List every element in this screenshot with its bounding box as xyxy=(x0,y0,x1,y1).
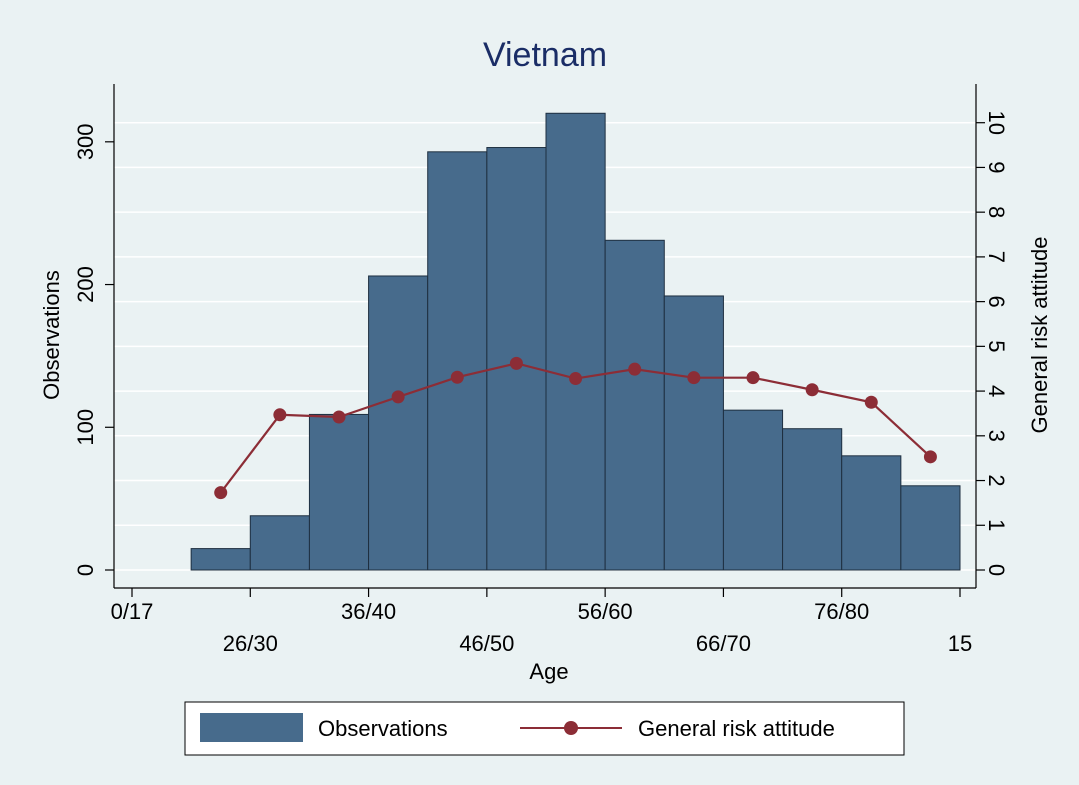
risk-point xyxy=(273,408,287,422)
bar xyxy=(663,295,724,571)
y2-tick-label: 6 xyxy=(984,295,1009,307)
risk-point xyxy=(391,390,405,404)
risk-point xyxy=(864,395,878,409)
risk-point xyxy=(332,410,346,424)
y2-axis-ticks: 0 1 2 3 4 5 6 7 8 9 10 xyxy=(976,110,1009,576)
bar xyxy=(249,515,310,571)
bar xyxy=(841,455,902,571)
risk-point xyxy=(805,383,819,397)
y2-tick-label: 0 xyxy=(984,564,1009,576)
y2-tick-label: 9 xyxy=(984,161,1009,173)
y2-tick-label: 4 xyxy=(984,385,1009,397)
risk-point xyxy=(746,371,760,385)
x-axis-ticks: 0/17 26/30 36/40 46/50 56/60 66/70 76/80 15 xyxy=(111,588,972,656)
x-tick-label: 0/17 xyxy=(111,599,154,624)
x-tick-label: 15 xyxy=(948,631,972,656)
x-tick-label: 56/60 xyxy=(578,599,633,624)
risk-point xyxy=(628,362,642,376)
legend-marker-risk xyxy=(564,721,578,735)
y2-tick-label: 10 xyxy=(984,110,1009,134)
y-tick-label: 200 xyxy=(73,266,98,303)
x-axis-label: Age xyxy=(529,659,568,684)
risk-point xyxy=(509,356,523,370)
x-tick-label: 66/70 xyxy=(696,631,751,656)
y-tick-label: 0 xyxy=(73,564,98,576)
risk-point xyxy=(923,450,937,464)
risk-point xyxy=(569,372,583,386)
bar xyxy=(900,485,961,571)
bar xyxy=(190,548,251,571)
bar xyxy=(722,409,784,571)
legend: Observations General risk attitude xyxy=(184,701,905,756)
y2-axis-label: General risk attitude xyxy=(1027,237,1052,434)
legend-label-risk: General risk attitude xyxy=(638,716,835,741)
y2-tick-label: 3 xyxy=(984,430,1009,442)
y-tick-label: 100 xyxy=(73,409,98,446)
y2-tick-label: 5 xyxy=(984,340,1009,352)
legend-swatch-observations xyxy=(200,713,303,742)
y-axis-label: Observations xyxy=(39,270,64,400)
bar xyxy=(308,413,370,571)
y2-tick-label: 1 xyxy=(984,519,1009,531)
y-axis-ticks: 0 100 200 300 xyxy=(73,123,114,576)
y2-tick-label: 8 xyxy=(984,206,1009,218)
y2-tick-label: 7 xyxy=(984,251,1009,263)
bar xyxy=(782,428,843,571)
bar xyxy=(368,275,429,571)
risk-point xyxy=(687,371,701,385)
risk-point xyxy=(450,370,464,384)
y-tick-label: 300 xyxy=(73,123,98,160)
bar xyxy=(604,239,665,571)
x-tick-label: 26/30 xyxy=(223,631,278,656)
x-tick-label: 46/50 xyxy=(459,631,514,656)
legend-label-observations: Observations xyxy=(318,716,448,741)
y2-tick-label: 2 xyxy=(984,474,1009,486)
risk-point xyxy=(214,486,228,500)
x-tick-label: 36/40 xyxy=(341,599,396,624)
bar-series xyxy=(190,112,961,571)
bar xyxy=(427,151,488,571)
line-series xyxy=(214,356,937,500)
bar xyxy=(545,112,606,571)
x-tick-label: 76/80 xyxy=(814,599,869,624)
chart-title: Vietnam xyxy=(483,36,607,74)
